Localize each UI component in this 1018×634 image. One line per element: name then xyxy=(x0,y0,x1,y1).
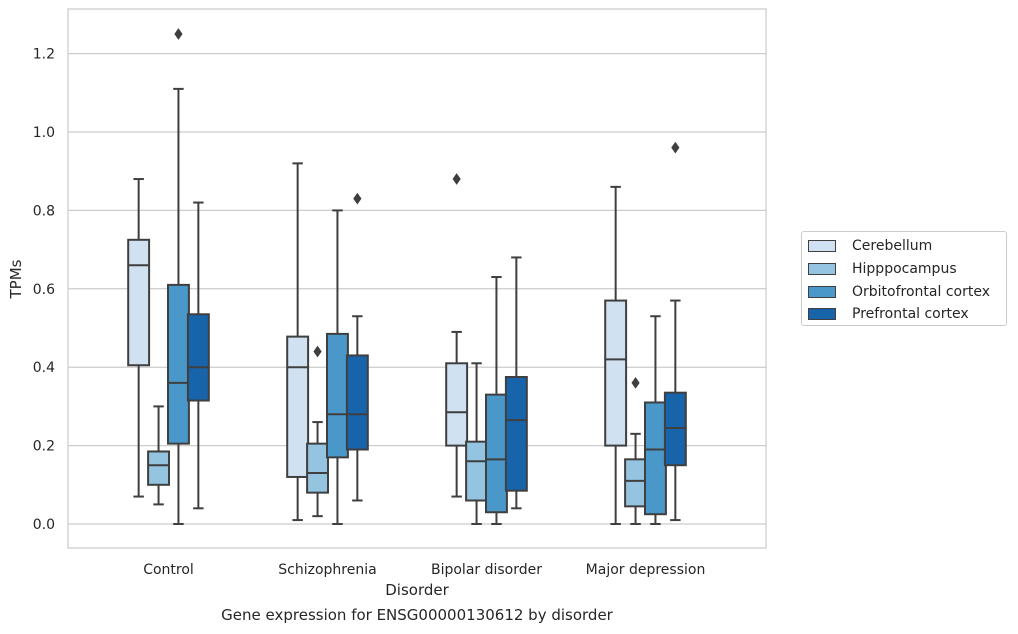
box-iqr xyxy=(624,458,647,508)
box-hipppocampus-control xyxy=(147,405,171,506)
legend-label-hippocampus: Hipppocampus xyxy=(852,261,957,277)
box-hipppocampus-major-depression xyxy=(624,377,647,525)
legend-swatch-prefrontal-cortex xyxy=(808,308,836,320)
box-iqr xyxy=(127,238,151,367)
box-orbitofrontal-cortex-control xyxy=(167,28,190,525)
box-iqr xyxy=(167,283,190,445)
legend-label-cerebellum: Cerebellum xyxy=(852,238,933,254)
x-tick-label: Major depression xyxy=(586,562,706,578)
legend-label-prefrontal-cortex: Prefrontal cortex xyxy=(852,306,969,322)
box-cerebellum-major-depression xyxy=(604,185,628,525)
box-orbitofrontal-cortex-bipolar-disorder xyxy=(485,276,508,525)
box-iqr xyxy=(306,442,330,494)
series-orbitofrontal-cortex xyxy=(167,28,667,525)
box-prefrontal-cortex-bipolar-disorder xyxy=(504,256,528,510)
x-tick-labels: Control Schizophrenia Bipolar disorder Majo… xyxy=(143,562,705,578)
box-iqr xyxy=(465,440,489,502)
box-orbitofrontal-cortex-schizophrenia xyxy=(326,209,349,525)
box-iqr xyxy=(186,313,210,402)
plot-frame xyxy=(67,8,767,549)
outlier-point xyxy=(671,141,680,154)
box-iqr xyxy=(604,299,628,447)
chart-caption: Gene expression for ENSG00000130612 by d… xyxy=(221,606,613,624)
x-tick-label: Bipolar disorder xyxy=(431,562,542,578)
box-iqr xyxy=(504,376,528,492)
legend-swatch-cerebellum xyxy=(808,240,836,252)
box-cerebellum-schizophrenia xyxy=(286,162,310,522)
x-tick-label: Schizophrenia xyxy=(278,562,376,578)
box-prefrontal-cortex-major-depression xyxy=(663,141,687,522)
y-axis-title: TPMs xyxy=(7,259,25,299)
y-tick-labels: 0.0 0.2 0.4 0.6 0.8 1.0 1.2 xyxy=(33,47,55,533)
box-iqr xyxy=(345,354,369,451)
legend-item-cerebellum: Cerebellum xyxy=(808,236,932,256)
y-tick-label: 0.2 xyxy=(33,439,55,455)
legend-item-hippocampus: Hipppocampus xyxy=(808,259,957,279)
legend-swatch-orbitofrontal-cortex xyxy=(808,286,836,298)
series-cerebellum xyxy=(127,162,628,525)
x-tick-label: Control xyxy=(143,562,194,578)
box-iqr xyxy=(445,362,469,447)
legend-swatch-hippocampus xyxy=(808,263,836,275)
x-axis-title: Disorder xyxy=(385,581,449,599)
y-tick-label: 0.0 xyxy=(33,517,55,533)
box-series xyxy=(127,28,687,525)
legend-item-prefrontal-cortex: Prefrontal cortex xyxy=(808,304,969,324)
outlier-point xyxy=(174,28,183,40)
outlier-point xyxy=(631,377,640,389)
box-prefrontal-cortex-control xyxy=(186,201,210,510)
legend: Cerebellum Hipppocampus Orbitofrontal co… xyxy=(801,231,1007,326)
outlier-point xyxy=(313,345,322,358)
box-hipppocampus-schizophrenia xyxy=(306,345,330,518)
box-cerebellum-bipolar-disorder xyxy=(445,173,469,498)
box-iqr xyxy=(147,450,171,486)
series-prefrontal-cortex xyxy=(186,141,687,522)
box-iqr xyxy=(644,401,667,516)
box-hipppocampus-bipolar-disorder xyxy=(465,362,489,525)
box-iqr xyxy=(286,335,310,478)
y-tick-label: 0.6 xyxy=(33,282,55,298)
outlier-point xyxy=(452,173,461,185)
y-tick-label: 1.2 xyxy=(33,47,55,63)
box-iqr xyxy=(326,332,349,459)
legend-item-orbitofrontal-cortex: Orbitofrontal cortex xyxy=(808,282,990,302)
series-hipppocampus xyxy=(147,345,647,525)
box-cerebellum-control xyxy=(127,178,151,498)
outlier-point xyxy=(353,192,362,205)
box-prefrontal-cortex-schizophrenia xyxy=(345,192,369,502)
y-tick-label: 0.8 xyxy=(33,203,55,219)
y-tick-label: 0.4 xyxy=(33,360,55,376)
legend-label-orbitofrontal-cortex: Orbitofrontal cortex xyxy=(852,284,990,300)
box-iqr xyxy=(485,393,508,514)
box-orbitofrontal-cortex-major-depression xyxy=(644,315,667,525)
y-tick-label: 1.0 xyxy=(33,125,55,141)
